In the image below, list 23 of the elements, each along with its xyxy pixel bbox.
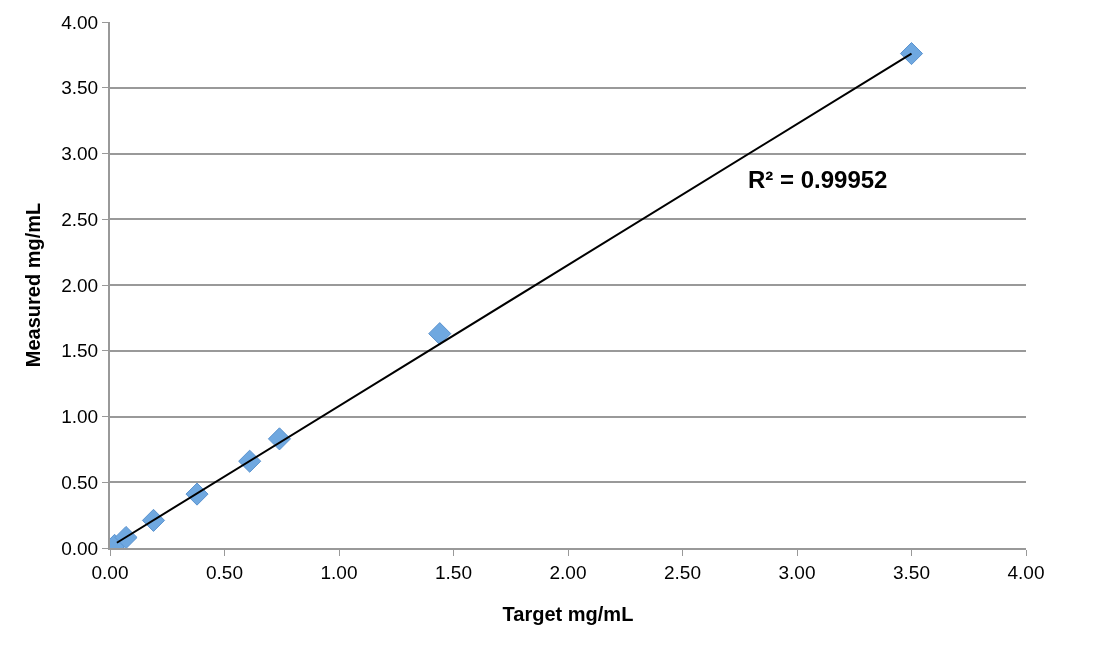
x-tick-label: 3.50	[893, 561, 930, 583]
y-tick-label: 4.00	[61, 11, 99, 33]
y-tick-label: 2.00	[61, 274, 99, 296]
y-tick-label: 1.50	[61, 340, 99, 362]
point	[899, 42, 924, 66]
x-tick-label: 0.50	[206, 561, 243, 583]
y-tick-label: 3.50	[61, 77, 99, 99]
y-tick-label: 0.50	[61, 471, 99, 493]
x-axis-title: Target mg/mL	[502, 602, 634, 625]
y-tick-label: 1.00	[61, 406, 99, 428]
point	[428, 322, 452, 346]
x-tick-label: 1.00	[320, 561, 358, 583]
x-tick-label: 2.50	[664, 561, 701, 583]
y-tick-label: 3.00	[61, 143, 99, 165]
x-tick-label: 3.00	[778, 561, 816, 583]
annotation: R² = 0.99952	[748, 166, 888, 193]
x-tick-label: 4.00	[1007, 561, 1045, 583]
y-tick-label: 2.50	[61, 208, 99, 230]
y-axis-title: Measured mg/mL	[22, 202, 45, 368]
x-tick-label: 1.50	[435, 561, 472, 583]
x-tick-label: 2.00	[549, 561, 587, 583]
x-tick-label: 0.00	[91, 561, 129, 583]
y-tick-label: 0.00	[61, 537, 99, 559]
